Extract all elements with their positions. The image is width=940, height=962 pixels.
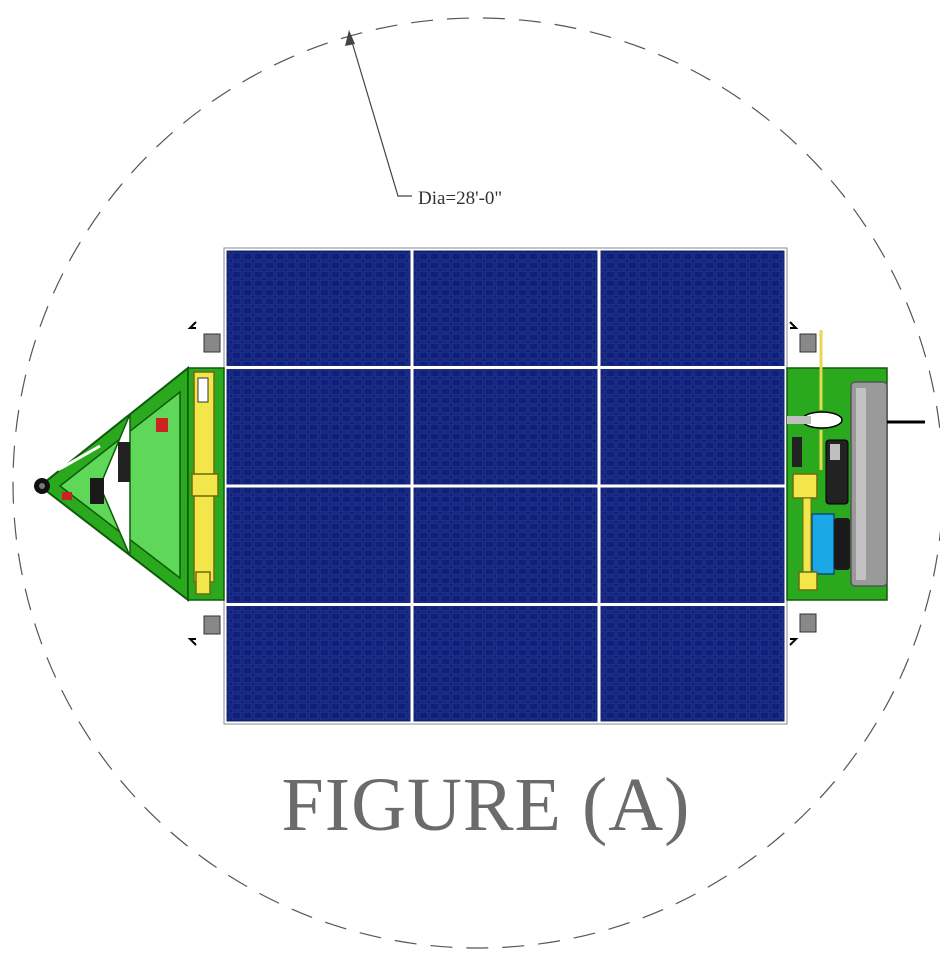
solar-panel: [413, 487, 598, 603]
solar-panel: [600, 369, 785, 485]
solar-panel: [226, 250, 411, 366]
solar-panel: [226, 487, 411, 603]
solar-panel: [413, 369, 598, 485]
dimension-leader: [345, 30, 412, 197]
solar-panel: [600, 487, 785, 603]
solar-panel: [600, 250, 785, 366]
battery-bank: [811, 513, 835, 575]
solar-panel: [413, 250, 598, 366]
clearance-circle: [12, 17, 940, 949]
solar-panel: [226, 369, 411, 485]
solar-panel: [600, 606, 785, 722]
solar-panel: [226, 606, 411, 722]
trailer-tongue: [34, 365, 225, 603]
solar-panel: [413, 606, 598, 722]
outrigger-jacks: [187, 321, 817, 646]
diameter-label: Dia=28'-0": [418, 188, 503, 209]
figure-caption: FIGURE (A): [281, 763, 691, 847]
solar-array: [223, 247, 788, 725]
equipment-deck: [786, 330, 925, 601]
